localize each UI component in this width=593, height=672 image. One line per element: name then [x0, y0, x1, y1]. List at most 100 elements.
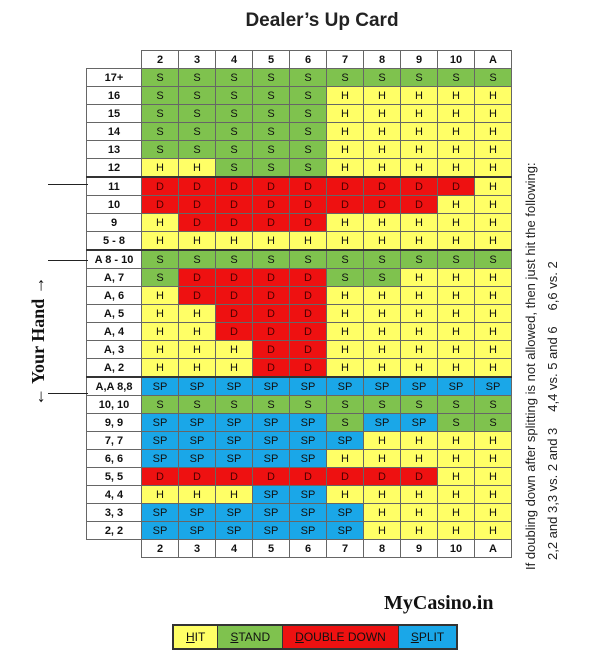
action-cell: S	[178, 249, 216, 269]
hand-label: 14	[86, 122, 142, 141]
hand-label: 7, 7	[86, 431, 142, 450]
action-cell: H	[437, 86, 475, 105]
action-cell: S	[289, 104, 327, 123]
action-cell: D	[215, 467, 253, 486]
action-cell: D	[326, 176, 364, 196]
hand-label: A 8 - 10	[86, 249, 142, 269]
action-cell: H	[437, 213, 475, 232]
action-cell: H	[363, 521, 401, 540]
legend-rest: TAND	[238, 630, 271, 644]
action-cell: H	[141, 485, 179, 504]
hand-label: 5, 5	[86, 467, 142, 486]
action-cell: H	[215, 231, 253, 251]
legend-item-stand: STAND	[218, 626, 284, 648]
action-cell: H	[178, 158, 216, 178]
hand-label: 2, 2	[86, 521, 142, 540]
action-cell: H	[400, 322, 438, 341]
action-cell: H	[215, 485, 253, 504]
hand-row: 2, 2 SP SP SP SP SP SP H H H H	[86, 521, 512, 540]
action-cell: S	[178, 140, 216, 159]
action-cell: S	[252, 104, 290, 123]
action-cell: H	[400, 503, 438, 522]
action-cell: H	[178, 358, 216, 378]
hand-label: A, 6	[86, 286, 142, 305]
action-cell: SP	[289, 485, 327, 504]
action-cell: SP	[474, 376, 512, 396]
hand-label: 4, 4	[86, 485, 142, 504]
action-cell: H	[363, 231, 401, 251]
action-cell: D	[252, 286, 290, 305]
action-cell: S	[252, 140, 290, 159]
action-cell: S	[141, 86, 179, 105]
action-cell: H	[363, 140, 401, 159]
action-cell: H	[363, 485, 401, 504]
action-cell: H	[474, 176, 512, 196]
action-cell: D	[289, 304, 327, 323]
action-cell: H	[141, 340, 179, 359]
legend-item-hit: HIT	[174, 626, 219, 648]
action-cell: S	[215, 104, 253, 123]
action-cell: S	[215, 68, 253, 87]
action-cell: D	[252, 304, 290, 323]
action-cell: D	[252, 176, 290, 196]
action-cell: H	[400, 104, 438, 123]
action-cell: H	[326, 104, 364, 123]
action-cell: H	[474, 358, 512, 378]
dealer-card-label: 8	[363, 50, 401, 69]
legend-item-double-down: DOUBLE DOWN	[283, 626, 399, 648]
action-cell: S	[178, 104, 216, 123]
action-cell: H	[474, 158, 512, 178]
action-cell: S	[215, 86, 253, 105]
action-cell: H	[437, 140, 475, 159]
action-cell: SP	[326, 503, 364, 522]
action-cell: H	[400, 286, 438, 305]
action-cell: S	[141, 268, 179, 287]
brand-logo-text: MyCasino.in	[384, 592, 494, 614]
action-cell: H	[437, 158, 475, 178]
action-cell: H	[326, 322, 364, 341]
note-line-2: 2,2 and 3,3 vs. 2 and 3 4,4 vs. 5 and 6 …	[542, 90, 564, 570]
action-cell: D	[178, 176, 216, 196]
action-cell: SP	[289, 449, 327, 468]
action-cell: H	[474, 431, 512, 450]
action-cell: H	[400, 449, 438, 468]
hand-label: A, 4	[86, 322, 142, 341]
action-cell: H	[474, 467, 512, 486]
action-cell: H	[400, 268, 438, 287]
action-cell: SP	[289, 521, 327, 540]
action-cell: S	[326, 249, 364, 269]
action-cell: H	[437, 431, 475, 450]
legend-key: D	[295, 630, 304, 644]
action-cell: H	[400, 521, 438, 540]
hand-label: 15	[86, 104, 142, 123]
hand-label: 5 - 8	[86, 231, 142, 251]
action-cell: D	[252, 358, 290, 378]
corner-blank	[86, 539, 142, 558]
action-cell: S	[215, 395, 253, 414]
hand-row: 14 S S S S S H H H H H	[86, 122, 512, 141]
action-cell: H	[400, 358, 438, 378]
dealer-card-label: 3	[178, 50, 216, 69]
legend-key: H	[186, 630, 195, 644]
action-cell: D	[363, 176, 401, 196]
action-cell: S	[437, 395, 475, 414]
action-cell: H	[474, 449, 512, 468]
action-cell: SP	[289, 503, 327, 522]
action-cell: H	[400, 231, 438, 251]
action-cell: S	[178, 122, 216, 141]
action-cell: H	[326, 485, 364, 504]
action-cell: H	[437, 485, 475, 504]
action-cell: H	[474, 503, 512, 522]
action-cell: SP	[326, 376, 364, 396]
action-cell: SP	[178, 431, 216, 450]
corner-blank	[86, 50, 142, 69]
action-cell: D	[289, 358, 327, 378]
action-cell: H	[363, 503, 401, 522]
action-cell: H	[400, 140, 438, 159]
action-cell: SP	[289, 376, 327, 396]
action-cell: S	[437, 413, 475, 432]
action-cell: H	[437, 286, 475, 305]
action-cell: D	[400, 195, 438, 214]
action-cell: D	[289, 340, 327, 359]
